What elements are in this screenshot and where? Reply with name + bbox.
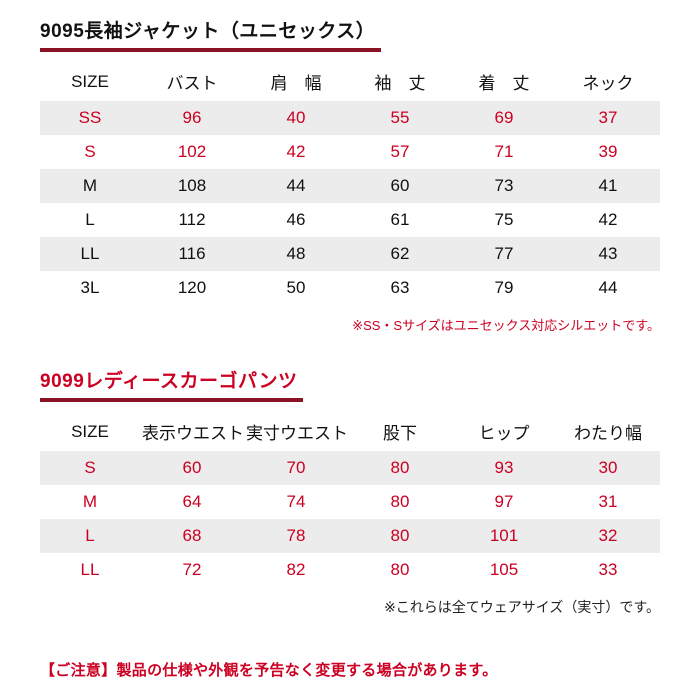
cell-value: 57 <box>390 142 410 161</box>
cell-value: 82 <box>286 560 306 579</box>
cell-value: 80 <box>390 492 410 511</box>
cell-value: 80 <box>390 526 410 545</box>
cell-value: 73 <box>494 176 514 195</box>
cell-value: 68 <box>182 526 202 545</box>
size-chart-page: 9095長袖ジャケット（ユニセックス） SIZE バスト 肩 幅 袖 丈 着 丈… <box>40 14 660 679</box>
jacket-section-title: 9095長袖ジャケット（ユニセックス） <box>40 14 382 52</box>
cell-value: 78 <box>286 526 306 545</box>
cell-value: 62 <box>390 244 410 263</box>
cell-value: 39 <box>598 142 618 161</box>
cell-size: S <box>84 458 96 477</box>
header-cell-size: SIZE <box>71 71 109 91</box>
jacket-row-s: S 102 42 57 71 39 <box>40 135 660 169</box>
header-cell-inseam: 股下 <box>383 424 417 443</box>
cell-value: 55 <box>390 108 410 127</box>
pants-size-table: SIZE 表示ウエスト 実寸ウエスト 股下 ヒップ わたり幅 S 60 70 8… <box>40 412 660 587</box>
jacket-row-3l: 3L 120 50 63 79 44 <box>40 271 660 305</box>
cell-value: 44 <box>286 176 306 195</box>
cell-value: 71 <box>494 142 514 161</box>
cell-value: 64 <box>182 492 202 511</box>
jacket-row-l: L 112 46 61 75 42 <box>40 203 660 237</box>
cell-value: 116 <box>178 244 206 263</box>
cell-value: 63 <box>390 278 410 297</box>
pants-note: ※これらは全てウェアサイズ（実寸）です。 <box>384 599 660 615</box>
cell-value: 48 <box>286 244 306 263</box>
cell-value: 60 <box>182 458 202 477</box>
cell-size: LL <box>80 560 100 579</box>
cell-value: 75 <box>494 210 514 229</box>
cell-value: 112 <box>178 210 206 229</box>
cell-size: SS <box>78 108 102 127</box>
cell-value: 31 <box>598 492 618 511</box>
jacket-section: 9095長袖ジャケット（ユニセックス） SIZE バスト 肩 幅 袖 丈 着 丈… <box>40 14 660 334</box>
cell-value: 60 <box>390 176 410 195</box>
cell-value: 41 <box>598 176 618 195</box>
header-cell-sleeve: 袖 丈 <box>374 74 426 93</box>
pants-row-m: M 64 74 80 97 31 <box>40 485 660 519</box>
cell-value: 30 <box>598 458 618 477</box>
cell-value: 96 <box>182 108 202 127</box>
cell-value: 102 <box>177 142 207 161</box>
jacket-row-ll: LL 116 48 62 77 43 <box>40 237 660 271</box>
cell-value: 80 <box>390 458 410 477</box>
pants-section-title: 9099レディースカーゴパンツ <box>40 364 304 402</box>
header-cell-waist-label: 表示ウエスト <box>142 424 244 443</box>
cell-size: S <box>84 142 96 161</box>
cell-value: 79 <box>494 278 514 297</box>
cell-value: 97 <box>494 492 514 511</box>
pants-row-ll: LL 72 82 80 105 33 <box>40 553 660 587</box>
cell-value: 80 <box>390 560 410 579</box>
jacket-note: ※SS・Sサイズはユニセックス対応シルエットです。 <box>352 318 660 333</box>
cell-value: 69 <box>494 108 514 127</box>
cell-value: 70 <box>286 458 306 477</box>
caution-note: 【ご注意】製品の仕様や外観を予告なく変更する場合があります。 <box>40 662 498 679</box>
cell-value: 93 <box>494 458 514 477</box>
header-cell-waist-actual: 実寸ウエスト <box>246 424 348 443</box>
cell-value: 44 <box>598 278 618 297</box>
header-cell-shoulder: 肩 幅 <box>270 74 322 93</box>
cell-value: 77 <box>494 244 514 263</box>
cell-value: 108 <box>177 176 207 195</box>
cell-value: 120 <box>177 278 207 297</box>
cell-size: L <box>85 526 95 545</box>
cell-value: 42 <box>286 142 306 161</box>
header-cell-size: SIZE <box>71 421 109 441</box>
cell-value: 101 <box>489 526 519 545</box>
cell-value: 46 <box>286 210 306 229</box>
cell-value: 105 <box>489 560 519 579</box>
jacket-row-ss: SS 96 40 55 69 37 <box>40 101 660 135</box>
cell-value: 40 <box>286 108 306 127</box>
cell-size: LL <box>80 244 100 263</box>
header-cell-neck: ネック <box>582 74 634 93</box>
cell-size: M <box>82 176 98 195</box>
pants-table-header-row: SIZE 表示ウエスト 実寸ウエスト 股下 ヒップ わたり幅 <box>40 412 660 451</box>
cell-value: 61 <box>390 210 410 229</box>
jacket-row-m: M 108 44 60 73 41 <box>40 169 660 203</box>
jacket-table-header-row: SIZE バスト 肩 幅 袖 丈 着 丈 ネック <box>40 62 660 101</box>
header-cell-length: 着 丈 <box>478 74 530 93</box>
cell-value: 74 <box>286 492 306 511</box>
cell-size: L <box>85 210 95 229</box>
pants-row-l: L 68 78 80 101 32 <box>40 519 660 553</box>
cell-size: M <box>82 492 98 511</box>
header-cell-bust: バスト <box>166 74 218 93</box>
header-cell-thigh: わたり幅 <box>574 424 642 443</box>
cell-value: 72 <box>182 560 202 579</box>
jacket-size-table: SIZE バスト 肩 幅 袖 丈 着 丈 ネック SS 96 40 55 69 … <box>40 62 660 305</box>
cell-value: 43 <box>598 244 618 263</box>
header-cell-hip: ヒップ <box>478 424 530 443</box>
pants-section: 9099レディースカーゴパンツ SIZE 表示ウエスト 実寸ウエスト 股下 ヒッ… <box>40 364 660 617</box>
cell-value: 50 <box>286 278 306 297</box>
cell-value: 37 <box>598 108 618 127</box>
cell-value: 33 <box>598 560 618 579</box>
cell-value: 32 <box>598 526 618 545</box>
cell-value: 42 <box>598 210 618 229</box>
pants-row-s: S 60 70 80 93 30 <box>40 451 660 485</box>
cell-size: 3L <box>80 278 100 297</box>
